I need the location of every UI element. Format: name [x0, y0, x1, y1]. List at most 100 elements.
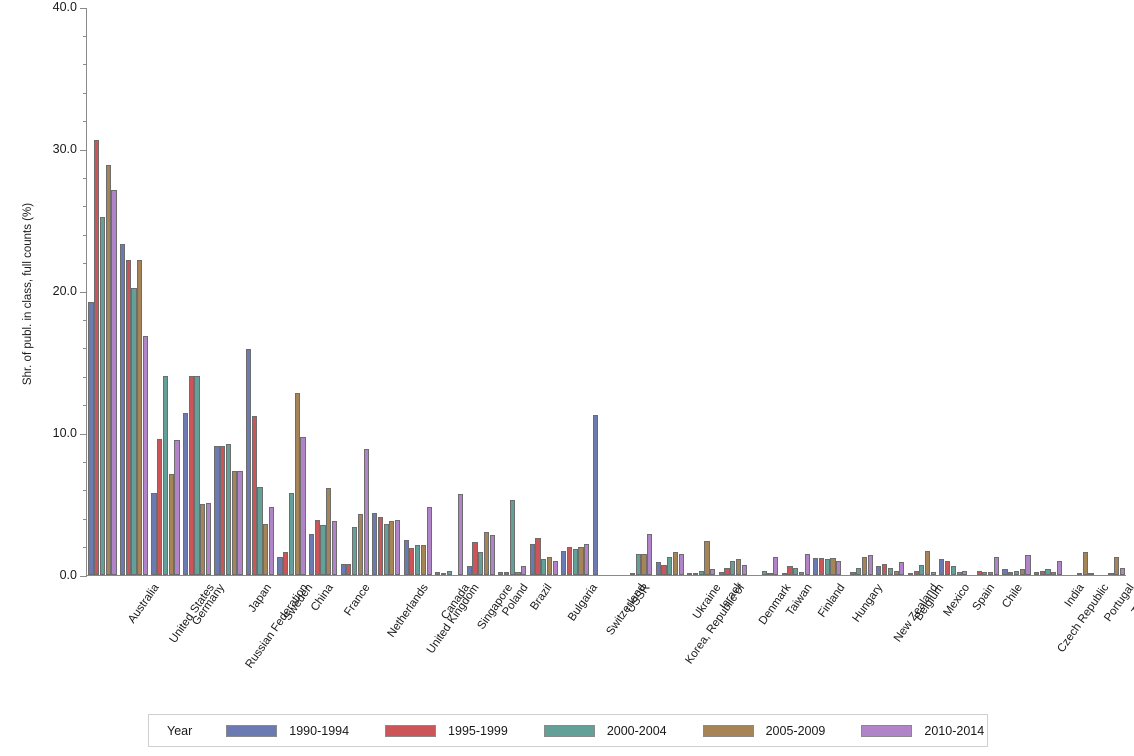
bar [137, 259, 143, 575]
bar [641, 553, 647, 575]
bar [383, 523, 389, 575]
bar-group [151, 8, 180, 575]
bar-group [813, 8, 842, 575]
bar [793, 567, 799, 575]
bar [907, 573, 913, 575]
bar-group [907, 8, 937, 575]
bar [257, 486, 263, 575]
bar [899, 562, 905, 575]
bar [162, 376, 169, 575]
bar [251, 415, 257, 575]
legend-item[interactable]: 2000-2004 [543, 724, 667, 738]
bar [566, 546, 573, 575]
bar [277, 556, 283, 575]
y-tick-minor [83, 64, 87, 66]
y-tick-label: 30.0 [52, 142, 77, 156]
bar-group [1002, 8, 1031, 575]
bar-group [592, 8, 622, 575]
bar [678, 553, 684, 575]
bar [472, 542, 478, 575]
bar [584, 543, 590, 575]
bar [882, 563, 888, 575]
bar [1082, 552, 1088, 575]
y-tick-minor [83, 35, 87, 37]
legend-item[interactable]: 1995-1999 [385, 724, 508, 738]
bar-group [1033, 8, 1063, 575]
chart-legend: Year 1990-1994 1995-1999 2000-2004 2005-200… [148, 714, 988, 747]
bar [804, 553, 810, 575]
bar-group [182, 8, 212, 575]
bar [1056, 560, 1063, 575]
bar [1119, 567, 1126, 575]
legend-item[interactable]: 2005-2009 [702, 723, 826, 738]
bar [661, 565, 667, 575]
bar [561, 550, 567, 575]
y-tick-label: 10.0 [52, 426, 77, 440]
y-tick-major [80, 7, 87, 9]
bar [950, 566, 956, 575]
bar [94, 140, 100, 575]
bar-group [750, 8, 779, 575]
bar [976, 570, 982, 575]
bar-group [561, 8, 590, 575]
legend-title: Year [167, 723, 193, 738]
bar [395, 519, 401, 575]
bar [1025, 555, 1031, 575]
bar [741, 565, 747, 575]
bar [363, 448, 369, 575]
y-tick-major [80, 575, 87, 577]
y-axis-title: Shr. of publ. in class, full counts (%) [22, 202, 34, 386]
bar [773, 556, 779, 575]
bar [478, 552, 484, 575]
bar [572, 549, 578, 575]
bar [629, 573, 636, 575]
bar [813, 557, 819, 575]
bar [988, 572, 994, 575]
bar [925, 550, 931, 575]
bar [1108, 573, 1114, 575]
bar [867, 555, 873, 575]
y-tick-minor [83, 234, 87, 236]
bar-group [466, 8, 496, 575]
bar-group [971, 8, 1000, 575]
bar [887, 567, 893, 575]
legend-swatch [702, 724, 754, 737]
bar [263, 523, 269, 575]
x-axis-label: Brazil [528, 582, 556, 613]
bar [182, 413, 189, 575]
bar [850, 572, 856, 575]
legend-swatch [226, 724, 278, 737]
x-axis-label: India [1062, 582, 1087, 610]
bar [529, 543, 535, 575]
bar [687, 573, 693, 575]
bar [326, 488, 332, 575]
bar-group [435, 8, 464, 575]
bar [308, 533, 315, 575]
bar [111, 190, 117, 575]
bar [205, 502, 212, 575]
legend-item[interactable]: 1990-1994 [226, 724, 349, 738]
bar [521, 566, 527, 575]
bar [157, 438, 163, 575]
bar [483, 532, 489, 575]
bar [105, 164, 111, 575]
x-axis-label: Bulgaria [565, 582, 601, 624]
bar [340, 563, 346, 575]
bar [830, 557, 836, 575]
bar [372, 512, 378, 575]
bar-group [340, 8, 370, 575]
bar [88, 302, 94, 575]
bar [1045, 569, 1051, 575]
legend-label: 2005-2009 [765, 723, 826, 738]
x-axis-label: Australia [125, 582, 162, 626]
bar [718, 572, 724, 575]
bar [1114, 556, 1120, 575]
bar-group [119, 8, 149, 575]
y-tick-label: 0.0 [59, 568, 77, 582]
bar [225, 444, 232, 575]
plot-area: 0.0 10.0 20.0 30.0 40.0 [53, 0, 1126, 582]
legend-item[interactable]: 2010-2014 [861, 724, 984, 738]
bar [300, 437, 306, 575]
bar [1039, 570, 1045, 575]
